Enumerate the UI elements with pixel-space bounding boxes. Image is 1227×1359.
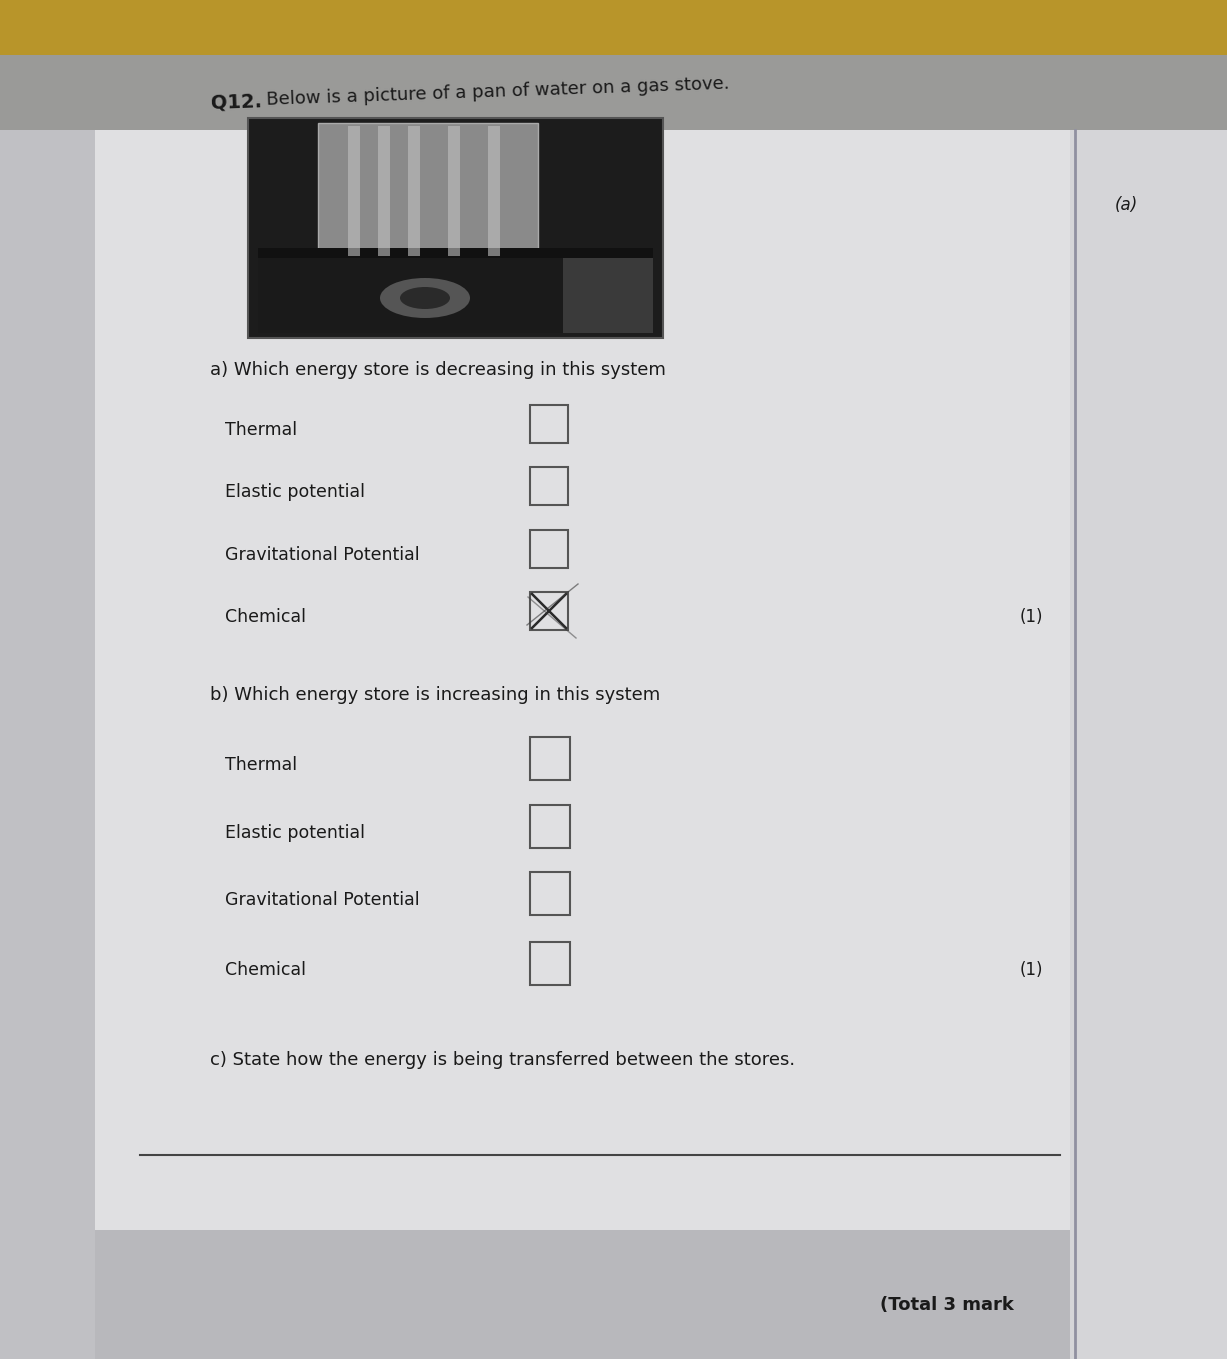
- Bar: [530, 872, 571, 915]
- Text: b) Which energy store is increasing in this system: b) Which energy store is increasing in t…: [210, 686, 660, 704]
- Text: Thermal: Thermal: [225, 756, 297, 775]
- Bar: [488, 126, 499, 255]
- Bar: [530, 737, 571, 780]
- Bar: [563, 258, 653, 333]
- Text: c) State how the energy is being transferred between the stores.: c) State how the energy is being transfe…: [210, 1051, 795, 1070]
- Text: (1): (1): [1020, 961, 1043, 978]
- Bar: [0, 54, 1227, 140]
- Bar: [530, 405, 568, 443]
- Bar: [348, 126, 360, 255]
- Ellipse shape: [380, 279, 470, 318]
- Bar: [530, 530, 568, 568]
- Text: Gravitational Potential: Gravitational Potential: [225, 546, 420, 564]
- Bar: [530, 942, 571, 985]
- Bar: [258, 247, 653, 264]
- Text: Below is a picture of a pan of water on a gas stove.: Below is a picture of a pan of water on …: [260, 75, 730, 109]
- Bar: [378, 126, 390, 255]
- Text: Elastic potential: Elastic potential: [225, 482, 364, 501]
- Text: Thermal: Thermal: [225, 421, 297, 439]
- Text: Elastic potential: Elastic potential: [225, 824, 364, 843]
- Bar: [448, 126, 460, 255]
- Text: Chemical: Chemical: [225, 961, 306, 978]
- Text: a) Which energy store is decreasing in this system: a) Which energy store is decreasing in t…: [210, 361, 666, 379]
- Ellipse shape: [400, 287, 450, 308]
- Bar: [318, 124, 537, 264]
- Text: (a): (a): [1115, 196, 1139, 213]
- Bar: [409, 126, 420, 255]
- Bar: [530, 593, 568, 631]
- Text: Q12.: Q12.: [210, 91, 261, 111]
- Text: (1): (1): [1020, 607, 1043, 626]
- Bar: [0, 0, 1227, 54]
- Bar: [1070, 130, 1227, 1359]
- Text: Gravitational Potential: Gravitational Potential: [225, 892, 420, 909]
- Bar: [530, 805, 571, 848]
- Bar: [258, 258, 653, 333]
- Bar: [0, 1230, 1227, 1359]
- Bar: [248, 118, 663, 338]
- Text: (Total 3 mark: (Total 3 mark: [880, 1296, 1014, 1314]
- Text: Chemical: Chemical: [225, 607, 306, 626]
- Bar: [0, 130, 94, 1359]
- Bar: [530, 467, 568, 506]
